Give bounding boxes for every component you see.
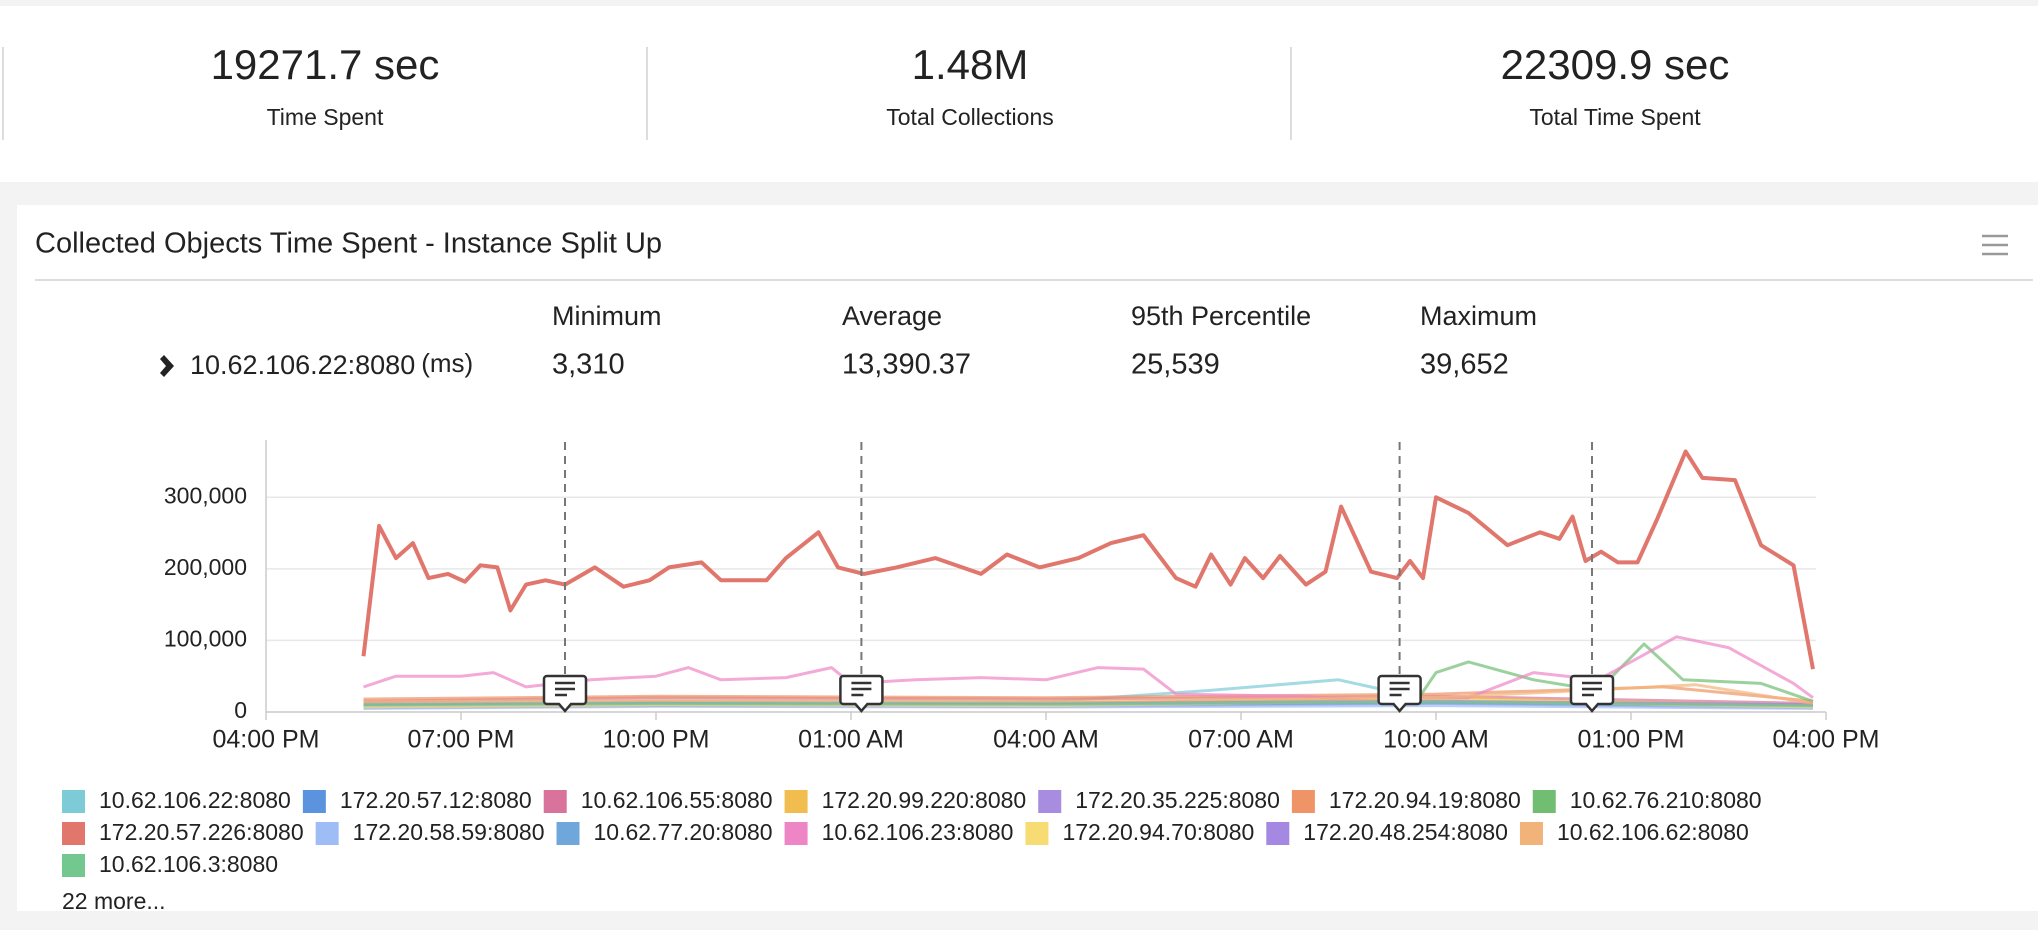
- stat-label: Time Spent: [267, 104, 384, 130]
- expand-chevron[interactable]: [160, 355, 174, 377]
- legend-label[interactable]: 10.62.106.55:8080: [581, 787, 773, 813]
- chart-card: [17, 205, 2038, 911]
- summary-value: 13,390.37: [842, 349, 971, 381]
- legend-label[interactable]: 10.62.106.23:8080: [822, 819, 1014, 845]
- legend-swatch[interactable]: [315, 822, 339, 845]
- annotation-icon[interactable]: [1377, 674, 1422, 713]
- stat-value: 19271.7 sec: [211, 41, 440, 88]
- legend-swatch[interactable]: [556, 822, 580, 845]
- y-tick-label: 100,000: [164, 625, 247, 651]
- summary-header: Minimum: [552, 301, 662, 331]
- annotation-icon[interactable]: [839, 674, 884, 713]
- legend-swatch[interactable]: [62, 822, 85, 845]
- x-tick-label: 01:00 AM: [798, 726, 904, 754]
- legend-swatch[interactable]: [1025, 822, 1049, 845]
- stat-label: Total Time Spent: [1529, 104, 1701, 130]
- instance-label: 10.62.106.22:8080: [190, 350, 415, 380]
- legend-label[interactable]: 172.20.48.254:8080: [1303, 819, 1508, 845]
- legend-more[interactable]: 22 more...: [62, 888, 166, 914]
- legend-label[interactable]: 172.20.57.226:8080: [99, 819, 304, 845]
- instance-unit: (ms): [421, 348, 473, 378]
- stat-value: 1.48M: [912, 41, 1029, 88]
- summary-header: 95th Percentile: [1131, 301, 1311, 331]
- annotation-bubble: [839, 674, 884, 713]
- legend-label[interactable]: 10.62.106.22:8080: [99, 787, 291, 813]
- summary-value: 39,652: [1420, 349, 1509, 381]
- legend-swatch[interactable]: [62, 854, 85, 877]
- x-tick-label: 04:00 PM: [212, 726, 319, 754]
- annotation-bubble: [542, 674, 588, 713]
- x-tick-label: 04:00 PM: [1772, 726, 1879, 754]
- series-line: [363, 683, 1814, 705]
- legend-label[interactable]: 10.62.77.20:8080: [594, 819, 773, 845]
- x-tick-label: 04:00 AM: [993, 726, 1099, 754]
- summary-value: 25,539: [1131, 349, 1220, 381]
- annotation-bubble: [1377, 674, 1422, 713]
- x-tick-label: 07:00 AM: [1188, 726, 1294, 754]
- menu-icon[interactable]: [1982, 234, 2008, 256]
- legend-label[interactable]: 172.20.35.225:8080: [1075, 787, 1280, 813]
- annotation-icon[interactable]: [1569, 674, 1615, 713]
- y-tick-label: 300,000: [164, 482, 247, 508]
- summary-value: 3,310: [552, 349, 625, 381]
- stats-card: [0, 6, 2038, 182]
- summary-header: Maximum: [1420, 301, 1537, 331]
- legend-label[interactable]: 172.20.58.59:8080: [353, 819, 545, 845]
- legend-label[interactable]: 172.20.99.220:8080: [822, 787, 1027, 813]
- annotation-icon[interactable]: [542, 674, 588, 713]
- y-tick-label: 200,000: [164, 554, 247, 580]
- legend-swatch[interactable]: [1532, 790, 1556, 813]
- legend-label[interactable]: 10.62.106.3:8080: [99, 851, 278, 877]
- legend-swatch[interactable]: [1266, 822, 1290, 845]
- y-tick-label: 0: [234, 697, 247, 723]
- legend-swatch[interactable]: [302, 790, 326, 813]
- stat-value: 22309.9 sec: [1501, 41, 1730, 88]
- stat-label: Total Collections: [886, 104, 1053, 130]
- chart-title: Collected Objects Time Spent - Instance …: [35, 228, 662, 260]
- legend-swatch[interactable]: [784, 790, 808, 813]
- legend-label[interactable]: 172.20.57.12:8080: [340, 787, 532, 813]
- legend-label[interactable]: 172.20.94.19:8080: [1329, 787, 1521, 813]
- legend-swatch[interactable]: [1038, 790, 1062, 813]
- legend-label[interactable]: 10.62.106.62:8080: [1557, 819, 1749, 845]
- legend-swatch[interactable]: [784, 822, 808, 845]
- legend-label[interactable]: 10.62.76.210:8080: [1570, 787, 1762, 813]
- legend-swatch[interactable]: [543, 790, 567, 813]
- legend-label[interactable]: 172.20.94.70:8080: [1062, 819, 1254, 845]
- legend-swatch[interactable]: [1291, 790, 1315, 813]
- annotation-bubble: [1569, 674, 1615, 713]
- x-tick-label: 07:00 PM: [407, 726, 514, 754]
- legend-swatch[interactable]: [1519, 822, 1543, 845]
- legend-swatch[interactable]: [62, 790, 85, 813]
- series-line: [361, 449, 1815, 670]
- x-tick-label: 01:00 PM: [1577, 726, 1684, 754]
- x-tick-label: 10:00 PM: [602, 726, 709, 754]
- x-tick-label: 10:00 AM: [1383, 726, 1489, 754]
- summary-header: Average: [842, 301, 942, 331]
